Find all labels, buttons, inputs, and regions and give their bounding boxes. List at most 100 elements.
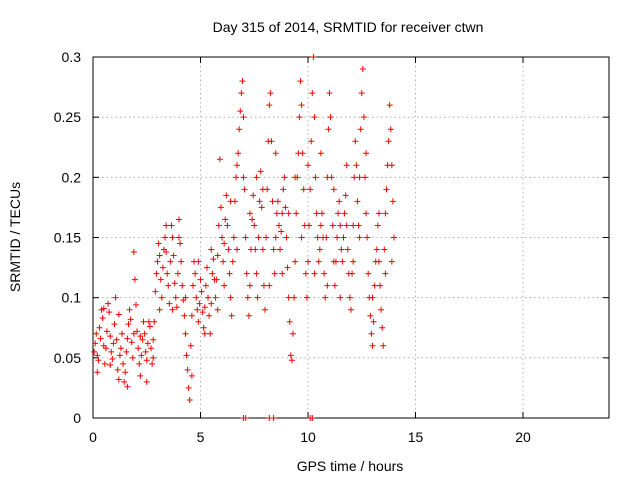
- data-point: [109, 356, 116, 363]
- data-point: [309, 415, 316, 421]
- data-point: [165, 282, 172, 289]
- y-tick-label: 0.3: [62, 49, 82, 65]
- data-point: [92, 340, 99, 347]
- data-point: [377, 282, 384, 289]
- data-point: [351, 174, 358, 181]
- y-tick-label: 0.15: [54, 230, 81, 246]
- data-point: [182, 294, 189, 301]
- data-point: [292, 174, 299, 181]
- data-point: [329, 222, 336, 229]
- data-point: [388, 162, 395, 169]
- data-point: [133, 301, 139, 308]
- data-point: [274, 198, 281, 205]
- data-point: [383, 186, 390, 193]
- data-point: [228, 312, 235, 319]
- data-point: [367, 312, 374, 319]
- data-point: [181, 312, 188, 319]
- data-point: [245, 312, 252, 319]
- data-point: [219, 234, 225, 241]
- data-point: [99, 315, 106, 322]
- data-point: [334, 234, 341, 241]
- data-point: [158, 294, 165, 301]
- data-point: [236, 126, 243, 133]
- data-point: [126, 306, 133, 313]
- data-point: [174, 270, 181, 277]
- data-point: [365, 270, 372, 277]
- data-point: [386, 102, 393, 109]
- data-point: [144, 340, 151, 347]
- x-axis-label: GPS time / hours: [297, 458, 404, 474]
- data-point: [234, 246, 241, 253]
- data-point: [323, 234, 330, 241]
- data-point: [338, 246, 345, 253]
- data-point: [178, 258, 185, 265]
- x-tick-label: 15: [408, 429, 424, 445]
- data-point: [317, 222, 324, 229]
- data-point: [97, 335, 104, 342]
- data-point: [157, 276, 164, 283]
- data-point: [335, 210, 342, 217]
- data-point: [357, 126, 364, 133]
- data-point: [212, 294, 219, 301]
- data-point: [184, 366, 191, 373]
- data-point: [358, 90, 365, 97]
- data-point: [356, 174, 363, 181]
- data-point: [201, 304, 208, 311]
- data-point: [94, 352, 101, 359]
- data-point: [188, 312, 195, 319]
- data-point: [359, 66, 366, 73]
- data-point: [156, 306, 163, 313]
- data-point: [340, 234, 347, 241]
- data-point: [202, 282, 209, 289]
- data-point: [151, 318, 158, 325]
- data-point: [214, 252, 221, 259]
- data-point: [280, 186, 287, 193]
- data-point: [155, 240, 162, 247]
- data-point: [270, 415, 277, 421]
- data-point: [337, 222, 344, 229]
- data-point: [332, 258, 339, 265]
- data-point: [309, 90, 316, 97]
- data-point: [292, 258, 299, 265]
- data-point: [128, 339, 135, 346]
- data-point: [131, 276, 138, 283]
- data-point: [120, 360, 127, 367]
- data-point: [103, 328, 110, 335]
- data-point: [271, 270, 278, 277]
- data-point: [145, 318, 152, 325]
- data-point: [303, 294, 310, 301]
- data-point: [371, 282, 378, 289]
- data-point: [344, 246, 351, 253]
- data-point: [167, 258, 174, 265]
- data-point: [94, 369, 101, 376]
- data-point: [124, 335, 131, 342]
- data-point: [385, 138, 392, 145]
- data-point: [250, 192, 257, 199]
- data-point: [177, 240, 184, 247]
- data-point: [152, 288, 159, 295]
- data-point: [240, 174, 247, 181]
- data-point: [162, 234, 169, 241]
- data-point: [197, 276, 204, 283]
- data-point: [307, 186, 314, 193]
- x-tick-label: 20: [515, 429, 531, 445]
- data-point: [337, 294, 344, 301]
- data-point: [302, 270, 309, 277]
- data-point: [293, 210, 300, 217]
- data-point: [389, 198, 396, 205]
- x-tick-label: 5: [197, 429, 205, 445]
- y-tick-label: 0.1: [62, 290, 82, 306]
- data-point: [255, 234, 262, 241]
- data-point: [217, 204, 224, 211]
- data-point: [279, 210, 286, 217]
- data-point: [241, 186, 248, 193]
- data-point: [284, 264, 291, 271]
- data-points: [91, 54, 397, 421]
- data-point: [266, 102, 273, 109]
- data-point: [230, 234, 237, 241]
- data-point: [328, 174, 335, 181]
- data-point: [207, 330, 214, 337]
- data-point: [186, 396, 193, 403]
- data-point: [205, 294, 212, 301]
- data-point: [172, 294, 179, 301]
